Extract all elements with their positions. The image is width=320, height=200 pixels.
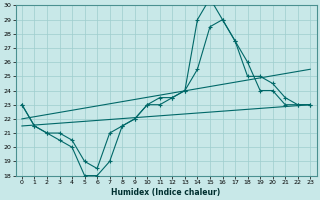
X-axis label: Humidex (Indice chaleur): Humidex (Indice chaleur) [111, 188, 221, 197]
